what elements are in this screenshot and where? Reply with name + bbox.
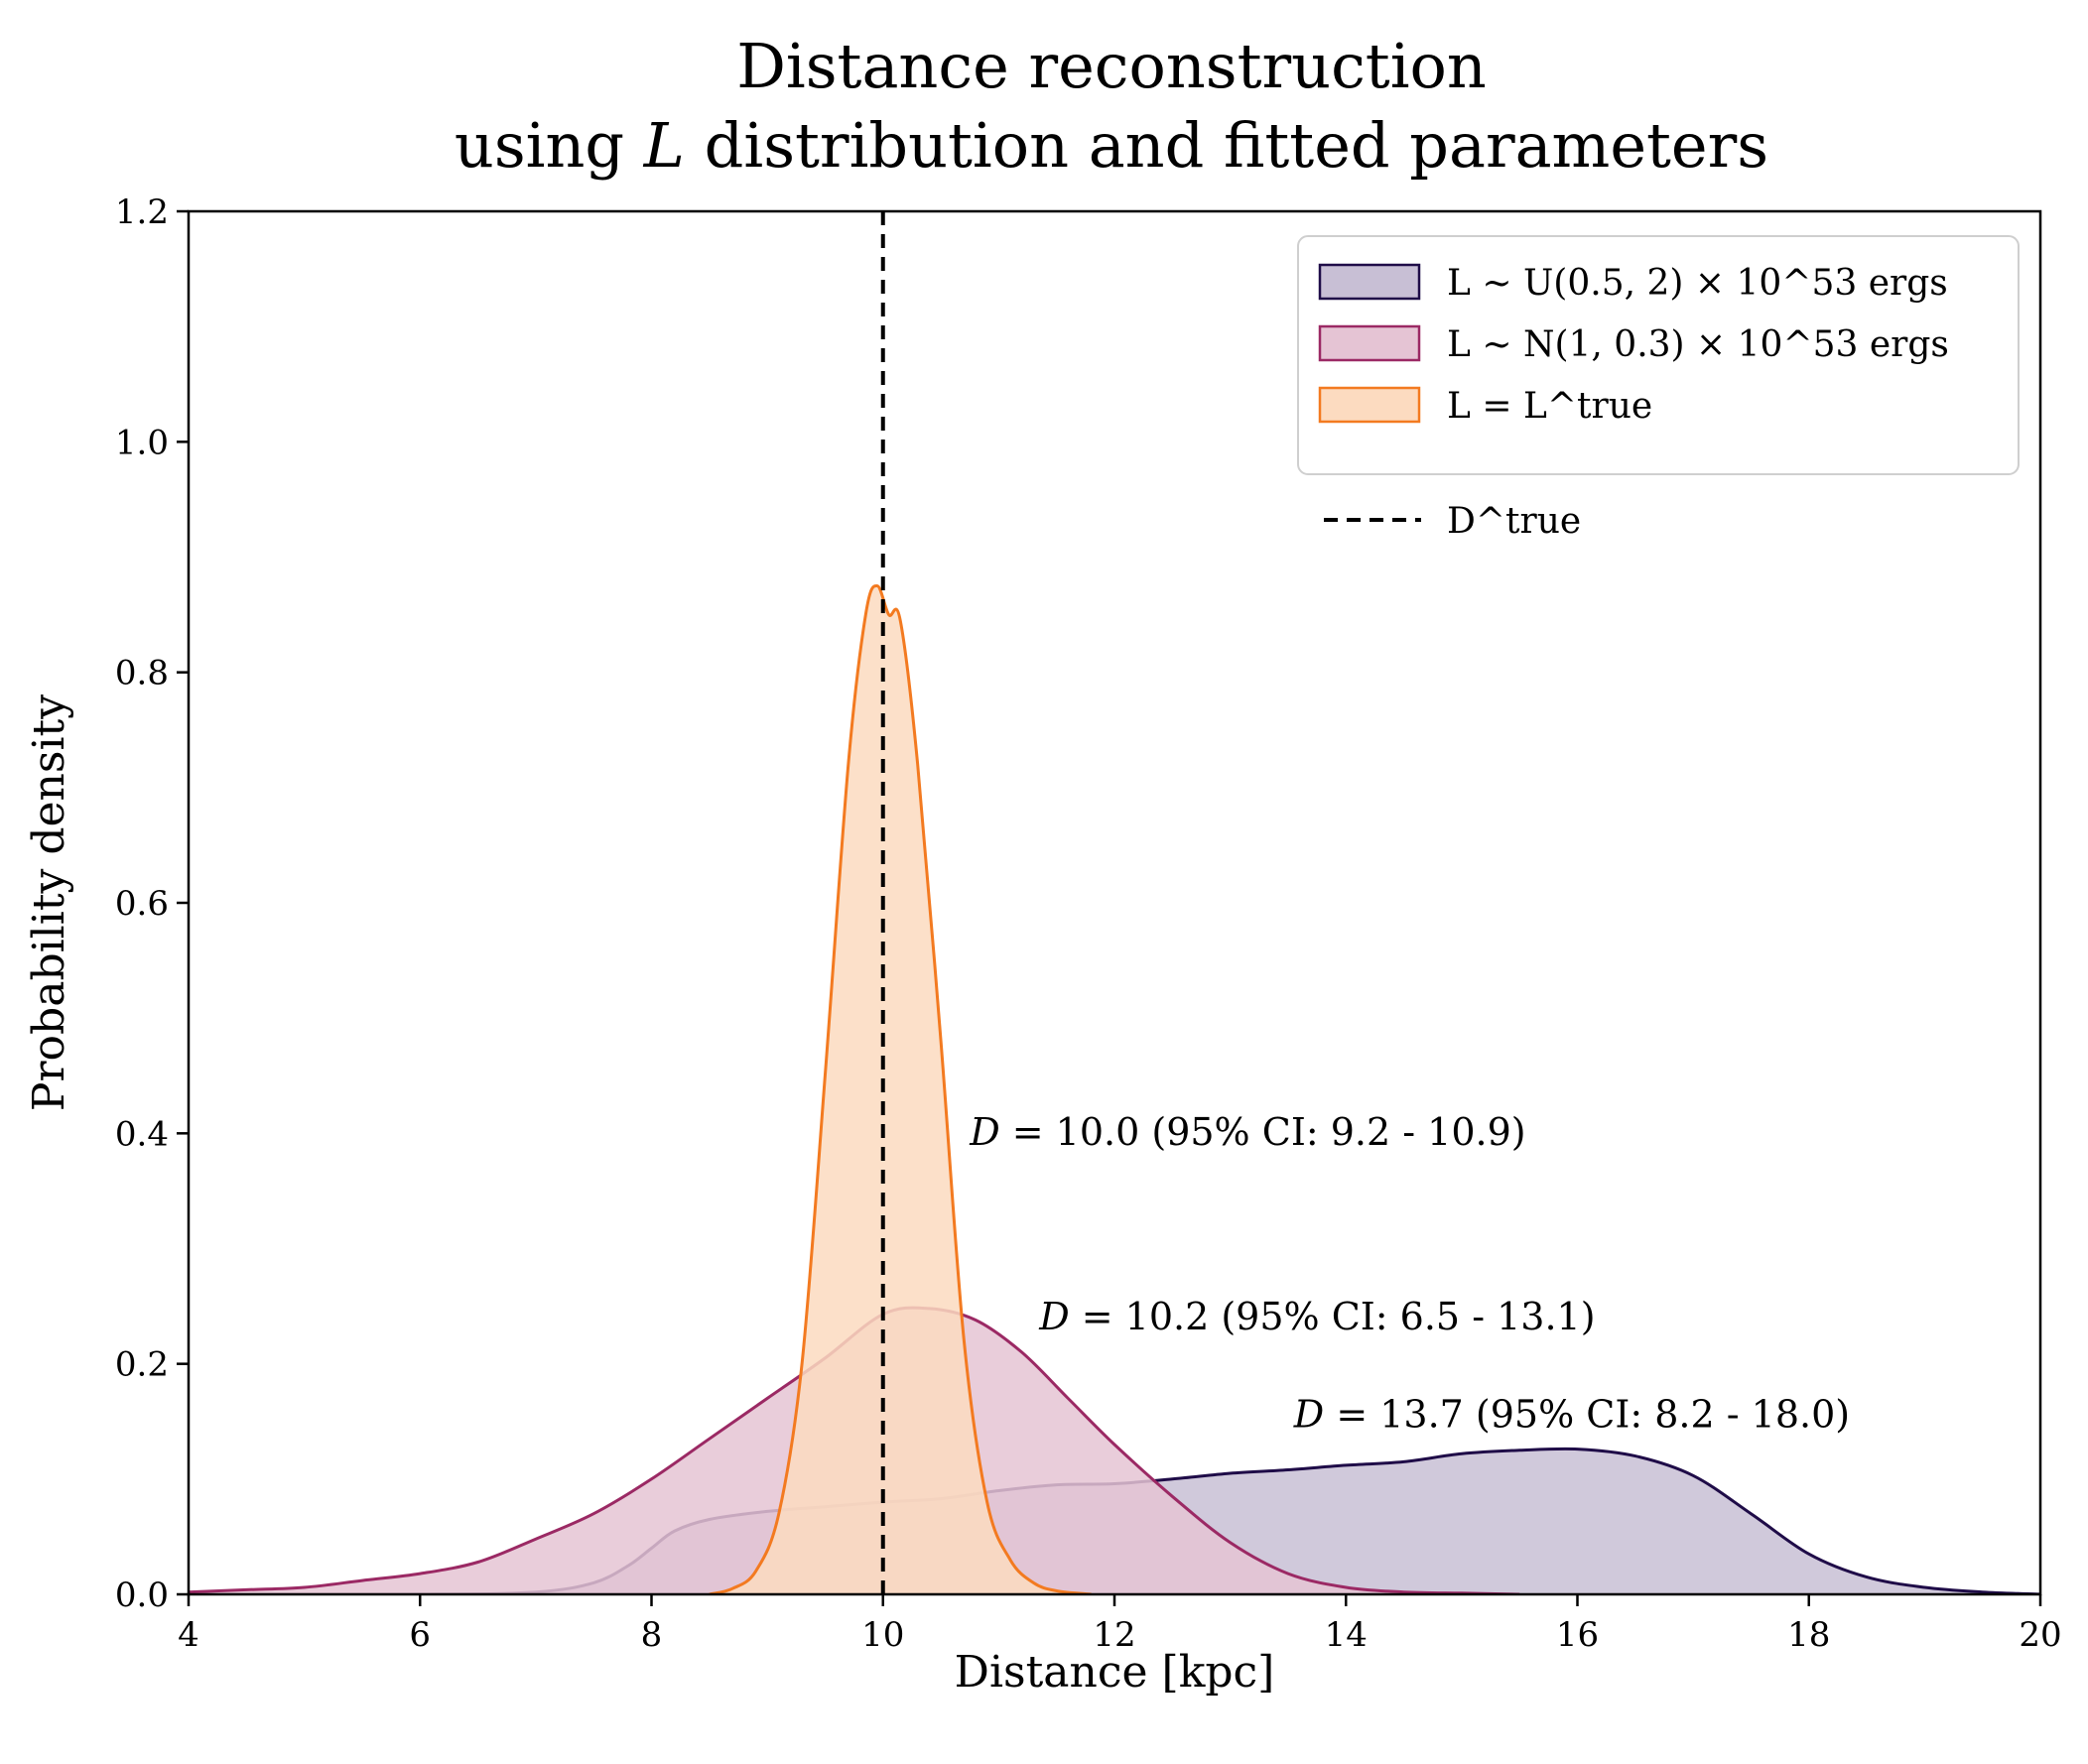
chart-title-line-2: using L distribution and fitted paramete…	[455, 109, 1768, 182]
y-tick-label: 0.6	[115, 884, 169, 924]
legend-label-reference: D^true	[1447, 501, 1581, 542]
x-tick-label: 4	[178, 1615, 199, 1655]
x-tick-label: 12	[1093, 1615, 1135, 1655]
y-tick-label: 0.0	[115, 1575, 169, 1615]
legend-swatch-3	[1318, 386, 1421, 424]
legend-swatch-2	[1318, 324, 1421, 362]
y-axis: 0.0 0.2 0.4 0.6 0.8 1.0 1.2	[115, 192, 189, 1615]
x-tick-label: 8	[641, 1615, 663, 1655]
legend-label-1: L ~ U(0.5, 2) × 10^53 ergs	[1447, 263, 1948, 304]
series-3-line	[709, 583, 1092, 1594]
x-tick-label: 10	[861, 1615, 904, 1655]
x-tick-label: 20	[2019, 1615, 2061, 1655]
annotation-3: D = 13.7 (95% CI: 8.2 - 18.0)	[1293, 1393, 1850, 1437]
y-axis-label: Probability density	[24, 694, 74, 1111]
annotation-2: D = 10.2 (95% CI: 6.5 - 13.1)	[1038, 1295, 1595, 1338]
annotations: D = 10.0 (95% CI: 9.2 - 10.9) D = 10.2 (9…	[969, 1110, 1850, 1437]
x-tick-label: 6	[409, 1615, 431, 1655]
y-tick-label: 0.2	[115, 1345, 169, 1385]
y-tick-label: 1.2	[115, 192, 169, 232]
x-tick-label: 14	[1325, 1615, 1368, 1655]
x-tick-label: 16	[1556, 1615, 1599, 1655]
y-tick-label: 0.4	[115, 1114, 169, 1154]
x-axis: 4 6 8 10 12 14 16 18 20	[178, 1594, 2062, 1655]
legend-label-3: L = L^true	[1447, 386, 1652, 427]
legend-label-2: L ~ N(1, 0.3) × 10^53 ergs	[1447, 324, 1949, 365]
legend: L ~ U(0.5, 2) × 10^53 ergs L ~ N(1, 0.3) …	[1297, 235, 2020, 542]
x-tick-label: 18	[1787, 1615, 1830, 1655]
x-axis-label: Distance [kpc]	[955, 1647, 1275, 1698]
y-tick-label: 0.8	[115, 654, 169, 693]
legend-box	[1297, 235, 2020, 475]
y-tick-label: 1.0	[115, 423, 169, 462]
chart-title-line-1: Distance reconstruction	[736, 30, 1487, 102]
legend-swatch-1	[1318, 263, 1421, 301]
annotation-1: D = 10.0 (95% CI: 9.2 - 10.9)	[969, 1110, 1525, 1154]
plot-area	[189, 211, 2040, 1594]
